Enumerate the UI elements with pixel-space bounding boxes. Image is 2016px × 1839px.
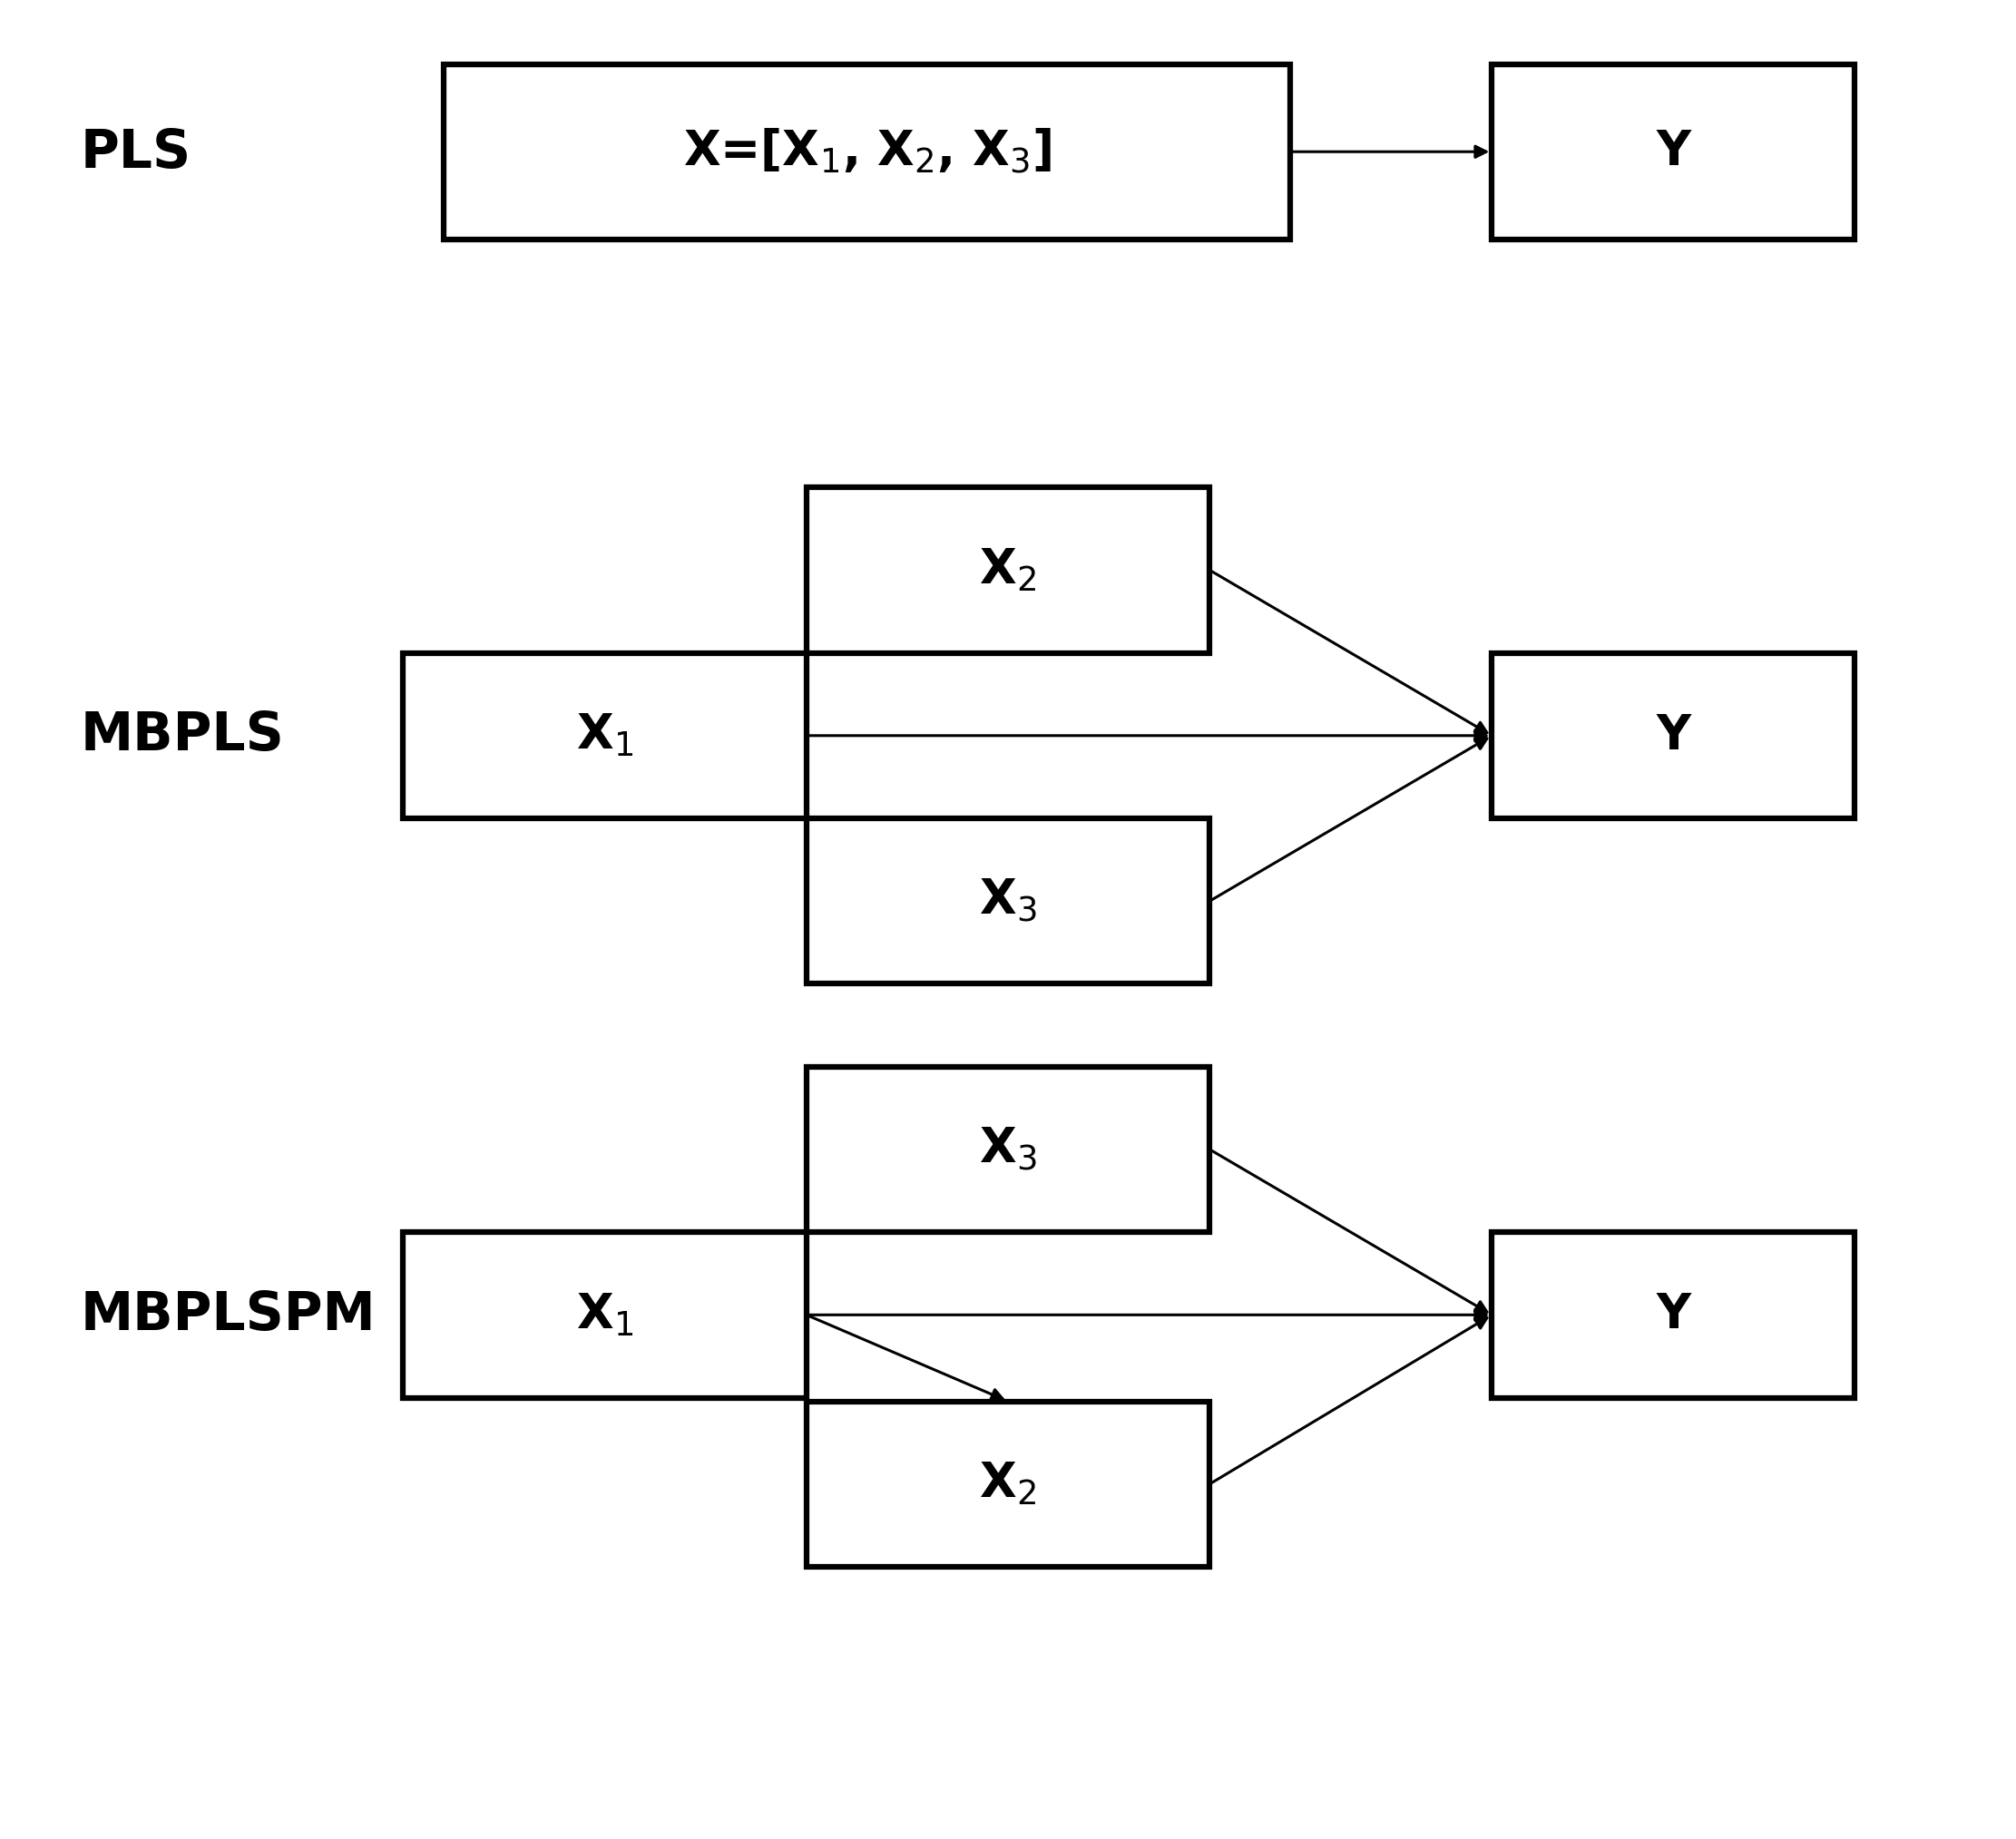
Bar xyxy=(1492,1232,1855,1398)
Bar xyxy=(403,653,806,818)
Bar xyxy=(806,818,1210,984)
Text: MBPLS: MBPLS xyxy=(81,710,284,761)
Text: X$_3$: X$_3$ xyxy=(980,877,1036,925)
Bar xyxy=(1492,64,1855,239)
Text: X$_2$: X$_2$ xyxy=(980,1460,1036,1508)
Bar xyxy=(444,64,1290,239)
Text: X$_1$: X$_1$ xyxy=(577,1291,633,1339)
Bar xyxy=(806,1401,1210,1567)
Text: X$_3$: X$_3$ xyxy=(980,1125,1036,1173)
Text: X$_1$: X$_1$ xyxy=(577,712,633,760)
Bar xyxy=(806,487,1210,653)
Bar xyxy=(403,1232,806,1398)
Text: Y: Y xyxy=(1655,129,1691,175)
Text: MBPLSPM: MBPLSPM xyxy=(81,1289,377,1341)
Text: PLS: PLS xyxy=(81,127,192,178)
Text: X$_2$: X$_2$ xyxy=(980,546,1036,594)
Text: Y: Y xyxy=(1655,712,1691,760)
Bar xyxy=(1492,653,1855,818)
Bar xyxy=(806,1067,1210,1232)
Text: X=[X$_1$, X$_2$, X$_3$]: X=[X$_1$, X$_2$, X$_3$] xyxy=(683,127,1050,177)
Text: Y: Y xyxy=(1655,1291,1691,1339)
